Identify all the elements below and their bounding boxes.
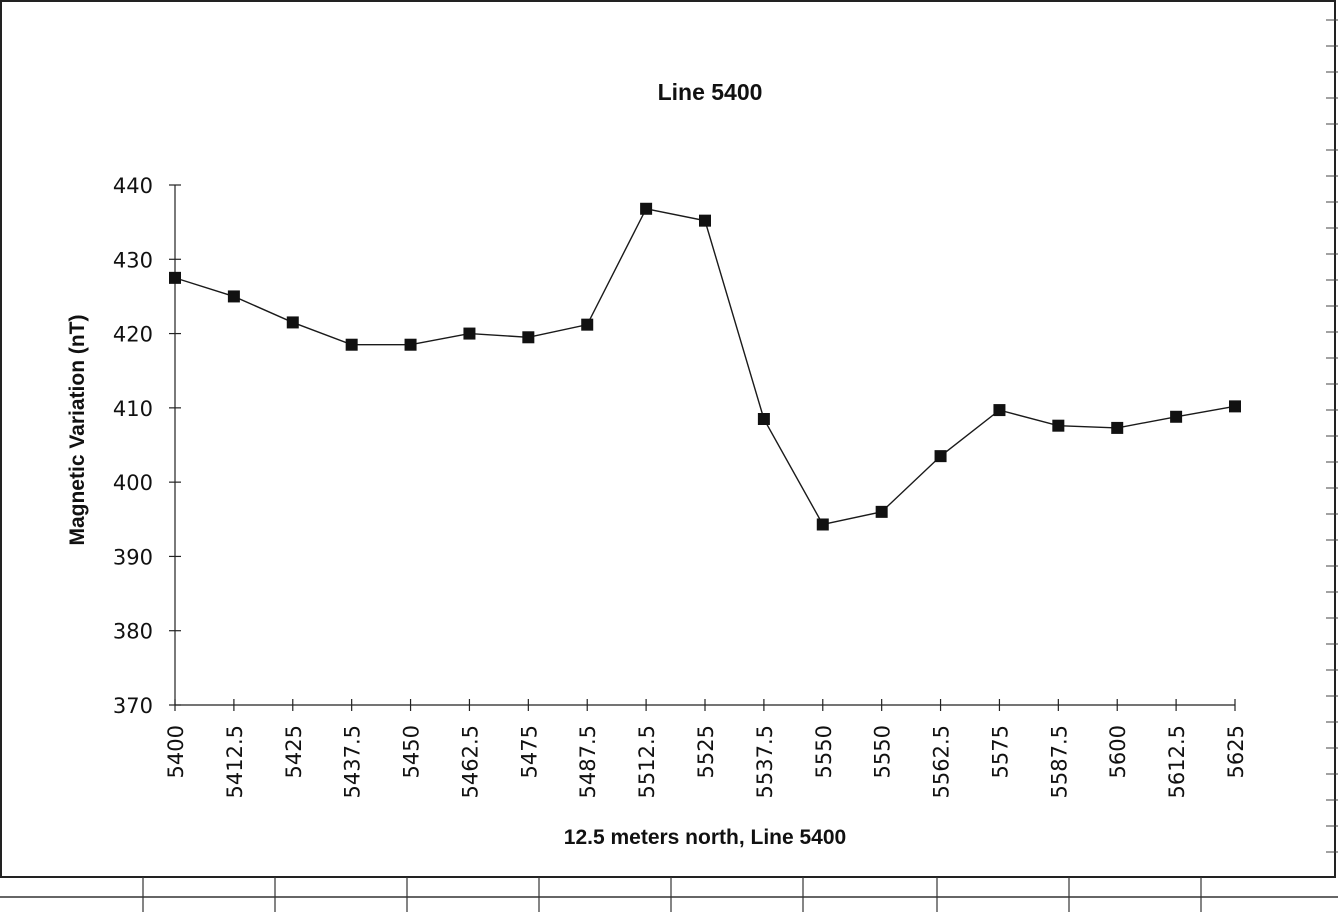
x-tick-label: 5587.5 bbox=[1047, 725, 1071, 798]
data-point bbox=[1229, 400, 1241, 413]
x-tick-label: 5512.5 bbox=[635, 725, 659, 798]
chart-title: Line 5400 bbox=[658, 79, 763, 105]
y-tick-label: 390 bbox=[113, 545, 153, 569]
data-point bbox=[934, 450, 947, 463]
x-tick-label: 5425 bbox=[282, 725, 306, 778]
y-axis-ticks: 370 380 390 400 410 420 430 440 bbox=[113, 174, 181, 718]
x-tick-label: 5400 bbox=[164, 725, 188, 778]
x-tick-label: 5525 bbox=[694, 725, 718, 778]
x-axis-ticks: 5400 5412.5 5425 5437.5 5450 5462.5 5475 5487.5… bbox=[164, 699, 1248, 798]
y-tick-label: 420 bbox=[113, 323, 153, 347]
x-tick-label: 5412.5 bbox=[223, 725, 247, 798]
data-point bbox=[581, 318, 594, 331]
data-point bbox=[463, 327, 476, 340]
series-group bbox=[169, 202, 1241, 531]
x-tick-label: 5562.5 bbox=[930, 725, 954, 798]
data-point bbox=[169, 271, 181, 284]
sheet-edge-ticks bbox=[1326, 19, 1338, 853]
data-point bbox=[227, 290, 240, 303]
data-point bbox=[875, 505, 888, 518]
x-tick-label: 5537.5 bbox=[753, 725, 777, 798]
x-axis-title: 12.5 meters north, Line 5400 bbox=[564, 826, 846, 849]
y-tick-label: 380 bbox=[113, 620, 153, 644]
chart-frame bbox=[0, 0, 1336, 878]
x-tick-label: 5550 bbox=[812, 725, 836, 778]
data-point bbox=[1111, 421, 1124, 434]
data-point bbox=[699, 214, 711, 227]
x-tick-label: 5450 bbox=[400, 725, 424, 778]
x-tick-label: 5575 bbox=[988, 725, 1012, 778]
data-point bbox=[816, 518, 829, 531]
data-point bbox=[404, 338, 417, 351]
y-tick-label: 400 bbox=[113, 471, 153, 495]
y-tick-label: 370 bbox=[113, 694, 153, 718]
data-point bbox=[1052, 419, 1065, 432]
x-tick-label: 5475 bbox=[517, 725, 541, 778]
data-point bbox=[522, 331, 535, 344]
x-tick-label: 5612.5 bbox=[1165, 725, 1189, 798]
series-line bbox=[174, 207, 1236, 526]
data-point bbox=[286, 316, 299, 329]
y-tick-label: 440 bbox=[113, 174, 153, 198]
x-tick-label: 5487.5 bbox=[576, 725, 600, 798]
x-tick-label: 5550 bbox=[871, 725, 895, 778]
x-tick-label: 5600 bbox=[1106, 725, 1130, 778]
data-point bbox=[993, 404, 1006, 417]
y-axis-title: Magnetic Variation (nT) bbox=[66, 314, 89, 545]
data-point bbox=[757, 413, 770, 425]
x-tick-label: 5625 bbox=[1224, 725, 1248, 778]
data-point bbox=[1170, 410, 1183, 423]
data-point bbox=[345, 338, 358, 351]
sheet-cell-dividers bbox=[142, 877, 1202, 912]
y-tick-label: 430 bbox=[113, 248, 153, 272]
x-tick-label: 5437.5 bbox=[341, 725, 365, 798]
x-tick-label: 5462.5 bbox=[458, 725, 482, 798]
data-point bbox=[640, 202, 653, 215]
y-tick-label: 410 bbox=[113, 397, 153, 421]
